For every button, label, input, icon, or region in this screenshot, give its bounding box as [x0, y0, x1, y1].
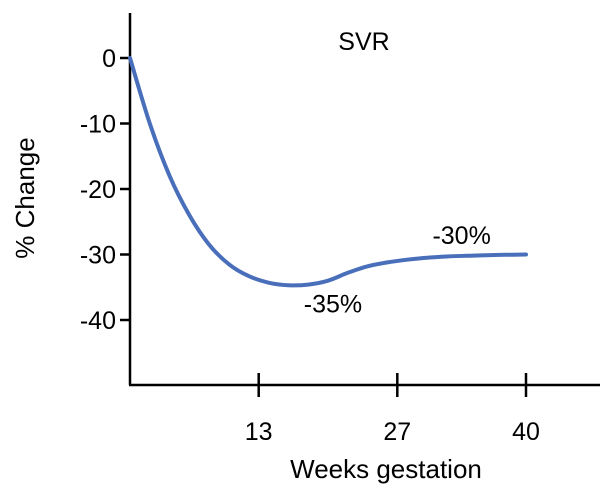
- y-tick-label: -20: [80, 176, 116, 204]
- annotations-group: -35% -30%: [304, 222, 491, 319]
- x-tick-label: 27: [383, 418, 411, 446]
- x-tick-label: 13: [245, 418, 273, 446]
- x-axis-label: Weeks gestation: [290, 454, 482, 484]
- series-line-0: [128, 56, 528, 288]
- y-tick-label: -10: [80, 111, 116, 139]
- annotation-label-0: -35%: [304, 291, 362, 319]
- y-axis-ticks: 0 -10 -20 -30 -40: [80, 45, 130, 335]
- chart-title: SVR: [338, 28, 389, 56]
- annotation-label-1: -30%: [432, 222, 490, 250]
- y-tick-label: -40: [80, 307, 116, 335]
- series-group: [128, 56, 528, 288]
- x-axis-ticks: 13 27 40: [245, 373, 540, 446]
- y-axis-label: % Change: [10, 137, 40, 258]
- y-tick-label: -30: [80, 242, 116, 270]
- x-tick-label: 40: [512, 418, 540, 446]
- y-tick-label: 0: [102, 45, 116, 73]
